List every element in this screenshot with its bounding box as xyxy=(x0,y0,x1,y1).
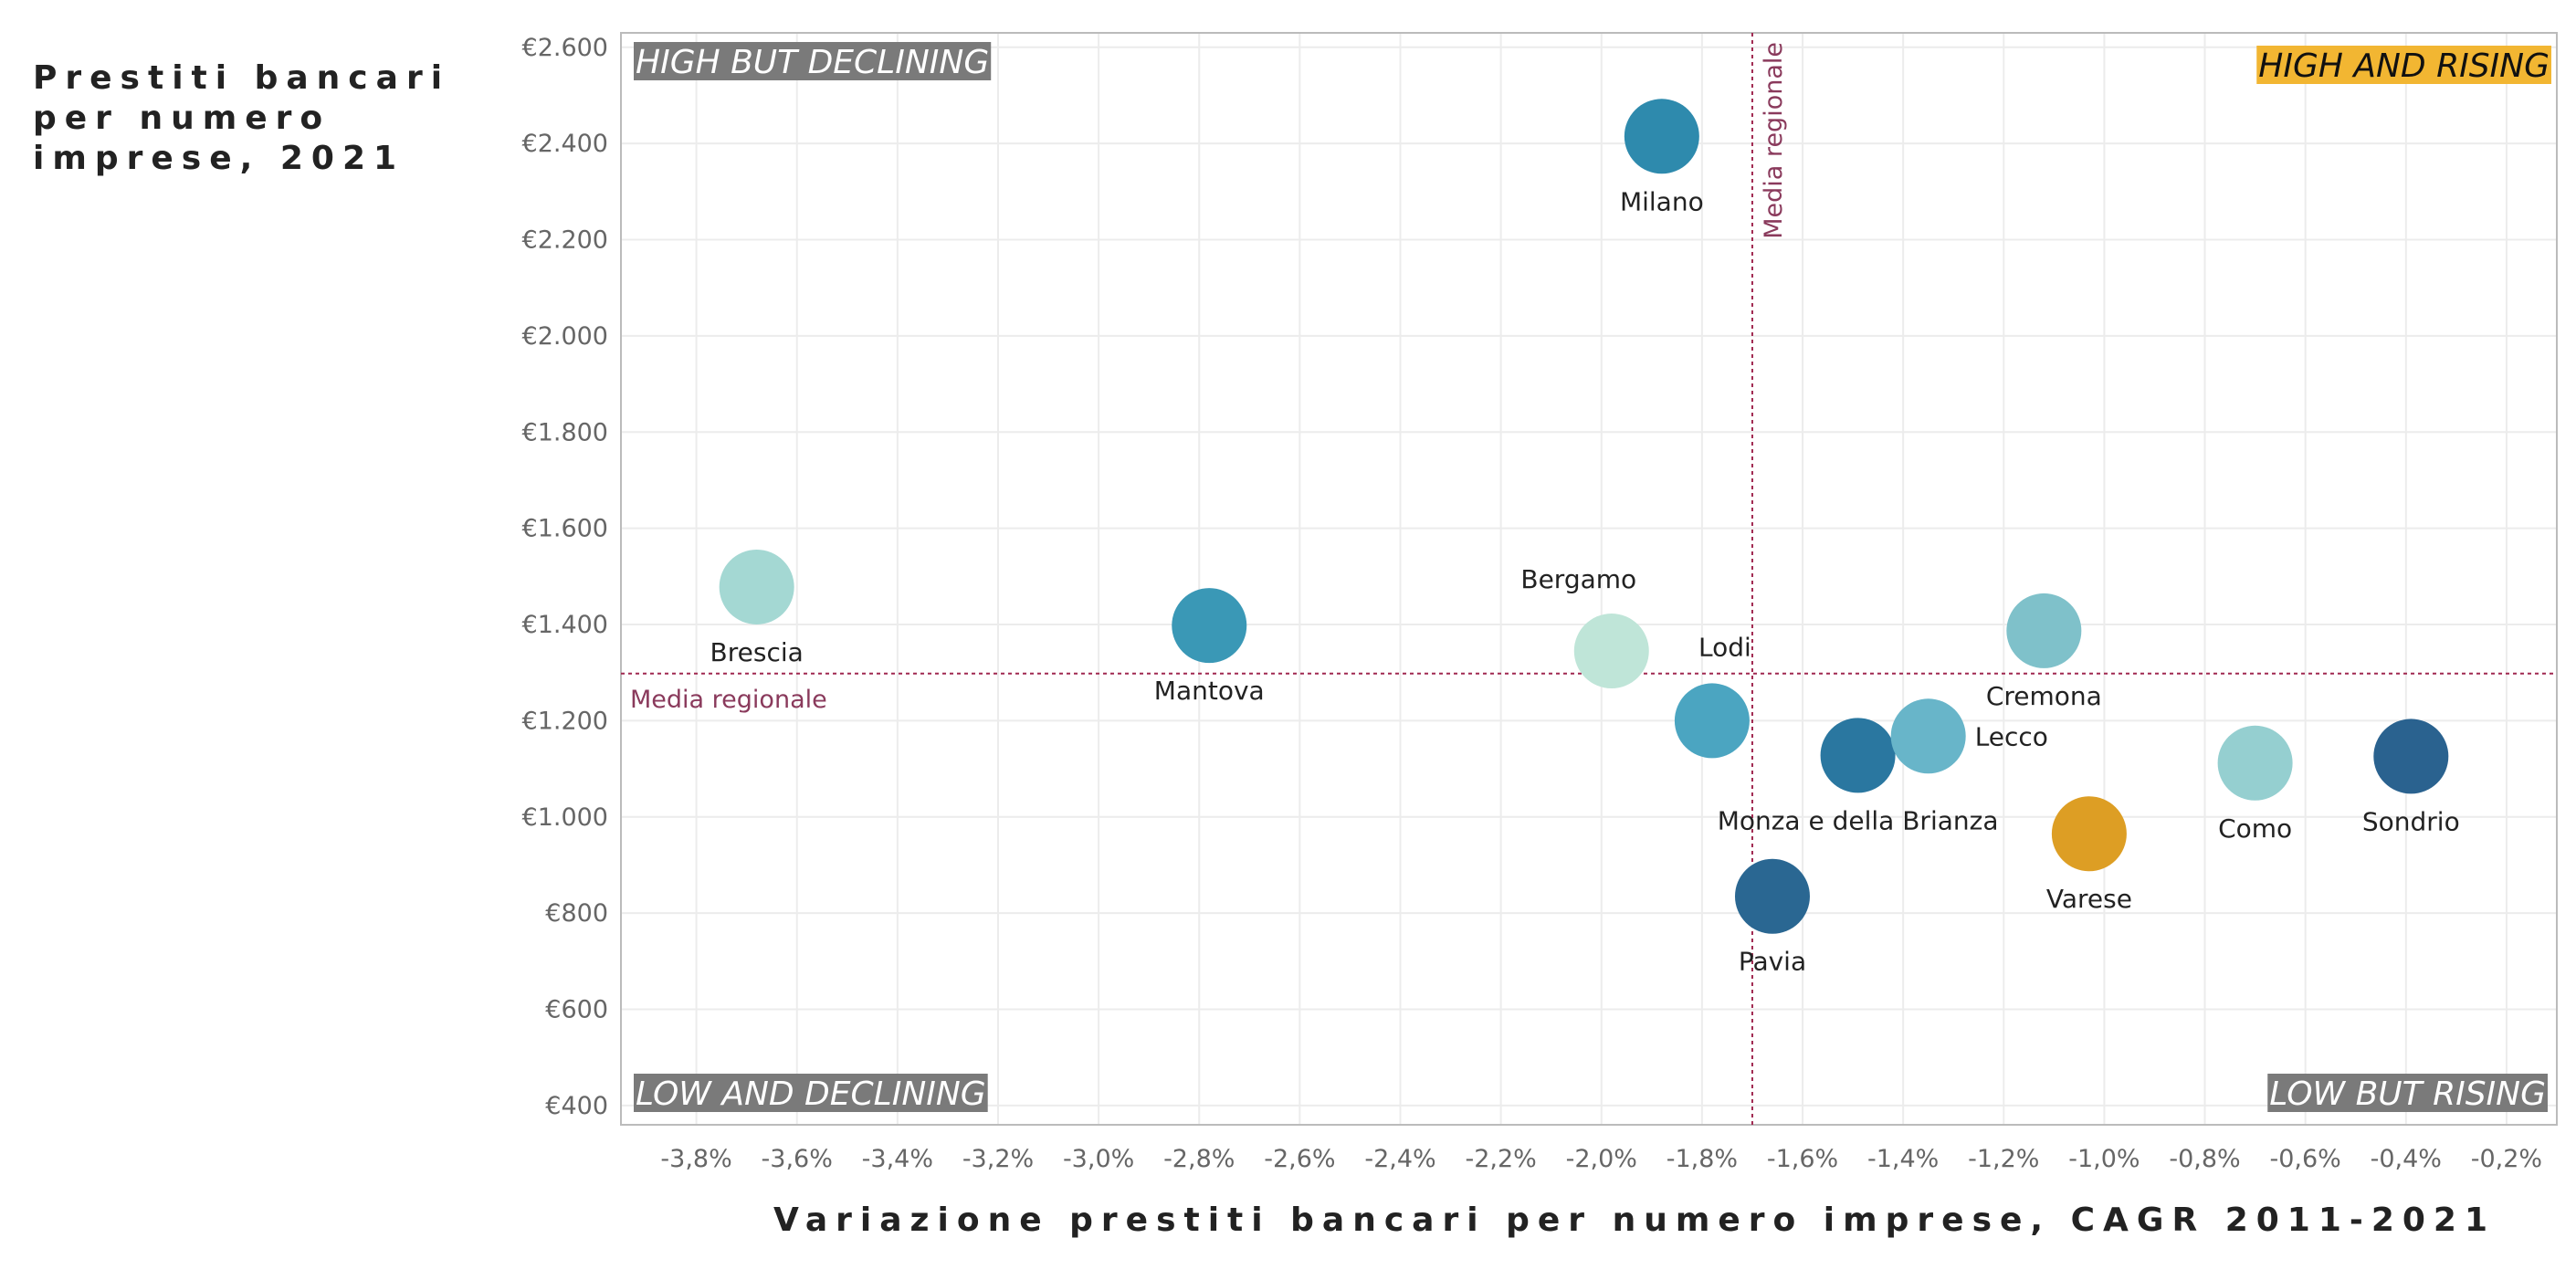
quadrant-label-top-left-bg xyxy=(634,42,992,80)
data-point-label: Brescia xyxy=(710,637,804,667)
x-tick-label: -1,6% xyxy=(1767,1145,1838,1173)
data-point xyxy=(1890,698,1966,774)
data-point-label: Monza e della Brianza xyxy=(1718,805,1999,835)
y-tick-label: €2.600 xyxy=(522,34,608,62)
plot-frame xyxy=(620,32,2558,1126)
data-point-label: Milano xyxy=(1620,186,1704,216)
data-point-label: Varese xyxy=(2046,884,2132,914)
quadrant-label-bottom-left: LOW AND DECLINING xyxy=(634,1074,988,1113)
data-point xyxy=(1734,858,1810,934)
y-tick-label: €600 xyxy=(545,996,608,1024)
x-tick-label: -1,8% xyxy=(1667,1145,1738,1173)
quadrant-label-bottom-right-text: LOW BUT RISING xyxy=(2269,1075,2546,1113)
y-reference-label: Media regionale xyxy=(630,686,827,714)
x-tick-label: -3,6% xyxy=(762,1145,833,1173)
data-point-label: Sondrio xyxy=(2362,806,2460,836)
point-labels: Milano Brescia Mantova Bergamo Lodi Monza e d… xyxy=(710,186,2460,976)
data-points xyxy=(719,99,2449,934)
data-point-label: Pavia xyxy=(1739,947,1806,977)
data-point xyxy=(1573,614,1649,689)
data-point-label: Bergamo xyxy=(1520,564,1636,594)
x-tick-label: -2,4% xyxy=(1364,1145,1435,1173)
data-point-label: Como xyxy=(2218,813,2292,844)
data-point-label: Lodi xyxy=(1698,632,1751,662)
quadrant-label-bottom-right: LOW BUT RISING xyxy=(2267,1074,2548,1113)
y-tick-label: €400 xyxy=(545,1092,608,1120)
y-axis-title: Prestiti bancari per numero imprese, 202… xyxy=(33,59,451,177)
data-point xyxy=(1674,683,1750,759)
quadrant-label-bottom-left-bg xyxy=(634,1074,988,1112)
x-tick-labels: -3,8% -3,6% -3,4% -3,2% -3,0% -2,8% -2,6% -2,4%… xyxy=(660,1145,2542,1173)
data-point xyxy=(2051,796,2127,872)
x-tick-label: -1,2% xyxy=(1968,1145,2039,1173)
y-tick-label: €800 xyxy=(545,899,608,928)
x-tick-label: -3,4% xyxy=(862,1145,933,1173)
quadrant-label-bottom-right-bg xyxy=(2267,1074,2548,1112)
data-point-label: Lecco xyxy=(1975,721,2048,751)
x-tick-label: -0,8% xyxy=(2169,1145,2240,1173)
y-tick-label: €1.400 xyxy=(522,611,608,639)
x-tick-label: -2,8% xyxy=(1163,1145,1235,1173)
data-point xyxy=(719,549,794,624)
x-tick-label: -1,0% xyxy=(2068,1145,2140,1173)
x-tick-label: -1,4% xyxy=(1867,1145,1939,1173)
data-point xyxy=(2373,719,2449,794)
x-tick-label: -0,6% xyxy=(2270,1145,2341,1173)
quadrant-labels: HIGH BUT DECLINING HIGH AND RISING LOW AND… xyxy=(634,42,2551,1113)
x-tick-label: -2,2% xyxy=(1465,1145,1536,1173)
data-point xyxy=(1820,718,1896,793)
grid-lines xyxy=(621,33,2557,1125)
quadrant-label-bottom-left-text: LOW AND DECLINING xyxy=(636,1075,986,1113)
x-tick-label: -2,0% xyxy=(1566,1145,1637,1173)
x-axis-title: Variazione prestiti bancari per numero i… xyxy=(773,1201,2497,1239)
data-point xyxy=(1172,588,1247,664)
y-tick-label: €1.200 xyxy=(522,707,608,735)
data-point-label: Cremona xyxy=(1986,681,2102,711)
x-reference-label: Media regionale xyxy=(1760,42,1788,239)
x-tick-label: -0,4% xyxy=(2371,1145,2442,1173)
data-point-label: Mantova xyxy=(1154,676,1265,706)
quadrant-label-top-right: HIGH AND RISING xyxy=(2256,46,2551,85)
data-point xyxy=(1624,99,1699,174)
data-point xyxy=(2217,725,2293,801)
y-tick-label: €2.200 xyxy=(522,226,608,255)
x-tick-label: -3,8% xyxy=(660,1145,731,1173)
y-tick-label: €1.000 xyxy=(522,803,608,832)
x-tick-label: -3,0% xyxy=(1063,1145,1134,1173)
y-tick-label: €1.800 xyxy=(522,418,608,446)
data-point xyxy=(2006,593,2082,668)
y-tick-label: €2.000 xyxy=(522,322,608,351)
y-tick-label: €2.400 xyxy=(522,130,608,158)
quadrant-label-top-right-bg xyxy=(2256,46,2551,84)
x-tick-label: -3,2% xyxy=(962,1145,1034,1173)
quadrant-label-top-left-text: HIGH BUT DECLINING xyxy=(636,44,989,81)
quadrant-label-top-right-text: HIGH AND RISING xyxy=(2258,47,2550,85)
quadrant-label-top-left: HIGH BUT DECLINING xyxy=(634,42,992,81)
x-tick-label: -2,6% xyxy=(1264,1145,1335,1173)
x-tick-label: -0,2% xyxy=(2471,1145,2542,1173)
y-tick-labels: €400 €600 €800 €1.000 €1.200 €1.400 €1.600 €1.8… xyxy=(522,34,608,1120)
y-tick-label: €1.600 xyxy=(522,515,608,543)
